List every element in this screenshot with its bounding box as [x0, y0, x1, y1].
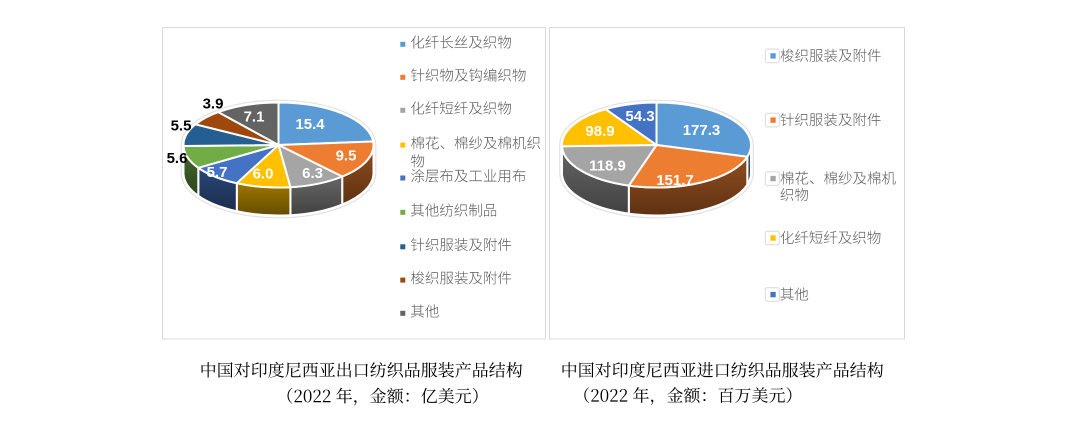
svg-text:9.5: 9.5 — [336, 147, 357, 164]
svg-text:118.9: 118.9 — [589, 157, 626, 174]
svg-text:151.7: 151.7 — [656, 172, 694, 189]
svg-text:7.1: 7.1 — [244, 109, 265, 126]
svg-text:6.0: 6.0 — [253, 165, 274, 182]
svg-text:6.3: 6.3 — [302, 165, 323, 182]
svg-text:5.5: 5.5 — [171, 118, 192, 135]
svg-text:177.3: 177.3 — [683, 122, 721, 139]
svg-text:3.9: 3.9 — [203, 96, 224, 113]
svg-text:15.4: 15.4 — [295, 116, 325, 133]
svg-text:54.3: 54.3 — [625, 108, 654, 125]
svg-text:5.6: 5.6 — [167, 150, 188, 167]
svg-text:98.9: 98.9 — [585, 123, 614, 140]
svg-text:5.7: 5.7 — [207, 164, 228, 181]
